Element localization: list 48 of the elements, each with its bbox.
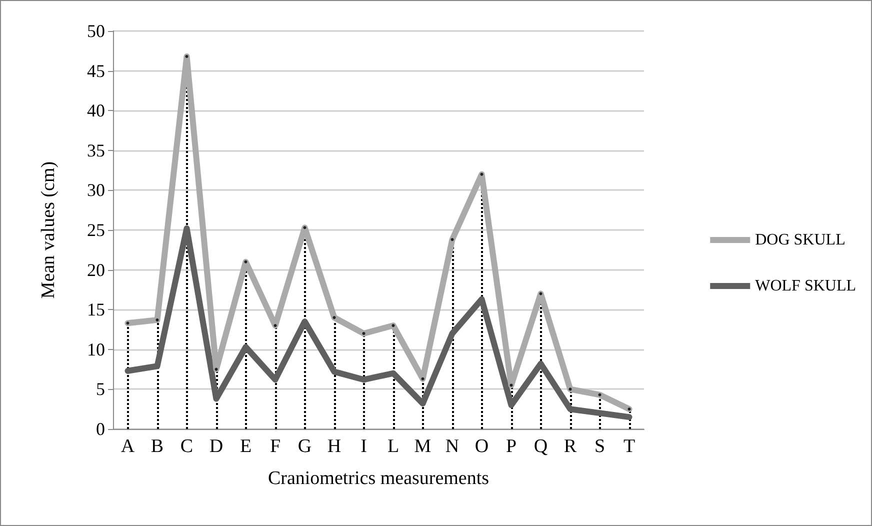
- x-tick-label: G: [298, 436, 312, 457]
- legend-label: WOLF SKULL: [755, 278, 856, 294]
- x-tick-label: Q: [534, 436, 548, 457]
- x-tick-label: F: [270, 436, 281, 457]
- x-axis-title: Craniometrics measurements: [268, 468, 490, 489]
- point: [628, 408, 631, 411]
- point: [421, 377, 424, 380]
- x-tick-label: I: [360, 436, 367, 457]
- y-tick-label: 35: [87, 140, 105, 160]
- point: [392, 324, 395, 328]
- y-tick-label: 30: [87, 180, 105, 200]
- point: [362, 332, 366, 335]
- x-tick-label: E: [240, 436, 252, 457]
- point: [450, 238, 454, 242]
- point: [303, 226, 306, 230]
- y-tick-label: 0: [96, 419, 105, 439]
- y-tick-label: 10: [87, 339, 105, 360]
- x-tick-label: C: [180, 436, 194, 457]
- x-tick-label: O: [474, 436, 489, 457]
- point: [185, 54, 188, 58]
- point: [156, 318, 159, 322]
- point: [480, 172, 484, 176]
- y-tick-label: 40: [87, 100, 105, 121]
- point: [126, 322, 130, 325]
- legend-label: DOG SKULL: [755, 232, 846, 248]
- x-tick-label: R: [564, 436, 577, 457]
- y-tick-label: 50: [87, 21, 105, 41]
- x-tick-label: H: [327, 436, 342, 457]
- y-tick-label: 25: [87, 220, 105, 240]
- x-tick-label: L: [387, 436, 400, 457]
- point: [214, 368, 218, 371]
- x-tick-label: B: [150, 436, 164, 457]
- y-tick-label: 45: [87, 60, 105, 81]
- x-tick-label: A: [120, 436, 135, 457]
- point: [598, 393, 602, 396]
- y-axis-title: Mean values (cm): [38, 161, 59, 299]
- y-tick-label: 20: [87, 260, 105, 280]
- x-tick-label: N: [445, 436, 460, 457]
- point: [332, 316, 336, 320]
- y-tick-label: 5: [96, 379, 105, 400]
- point: [274, 324, 277, 328]
- x-tick-label: T: [623, 436, 636, 457]
- x-tick-label: M: [414, 436, 432, 457]
- x-tick-label: D: [209, 436, 224, 457]
- x-tick-label: S: [594, 436, 606, 457]
- y-tick-label: 15: [87, 300, 105, 320]
- x-tick-label: P: [506, 436, 517, 457]
- point: [510, 384, 513, 387]
